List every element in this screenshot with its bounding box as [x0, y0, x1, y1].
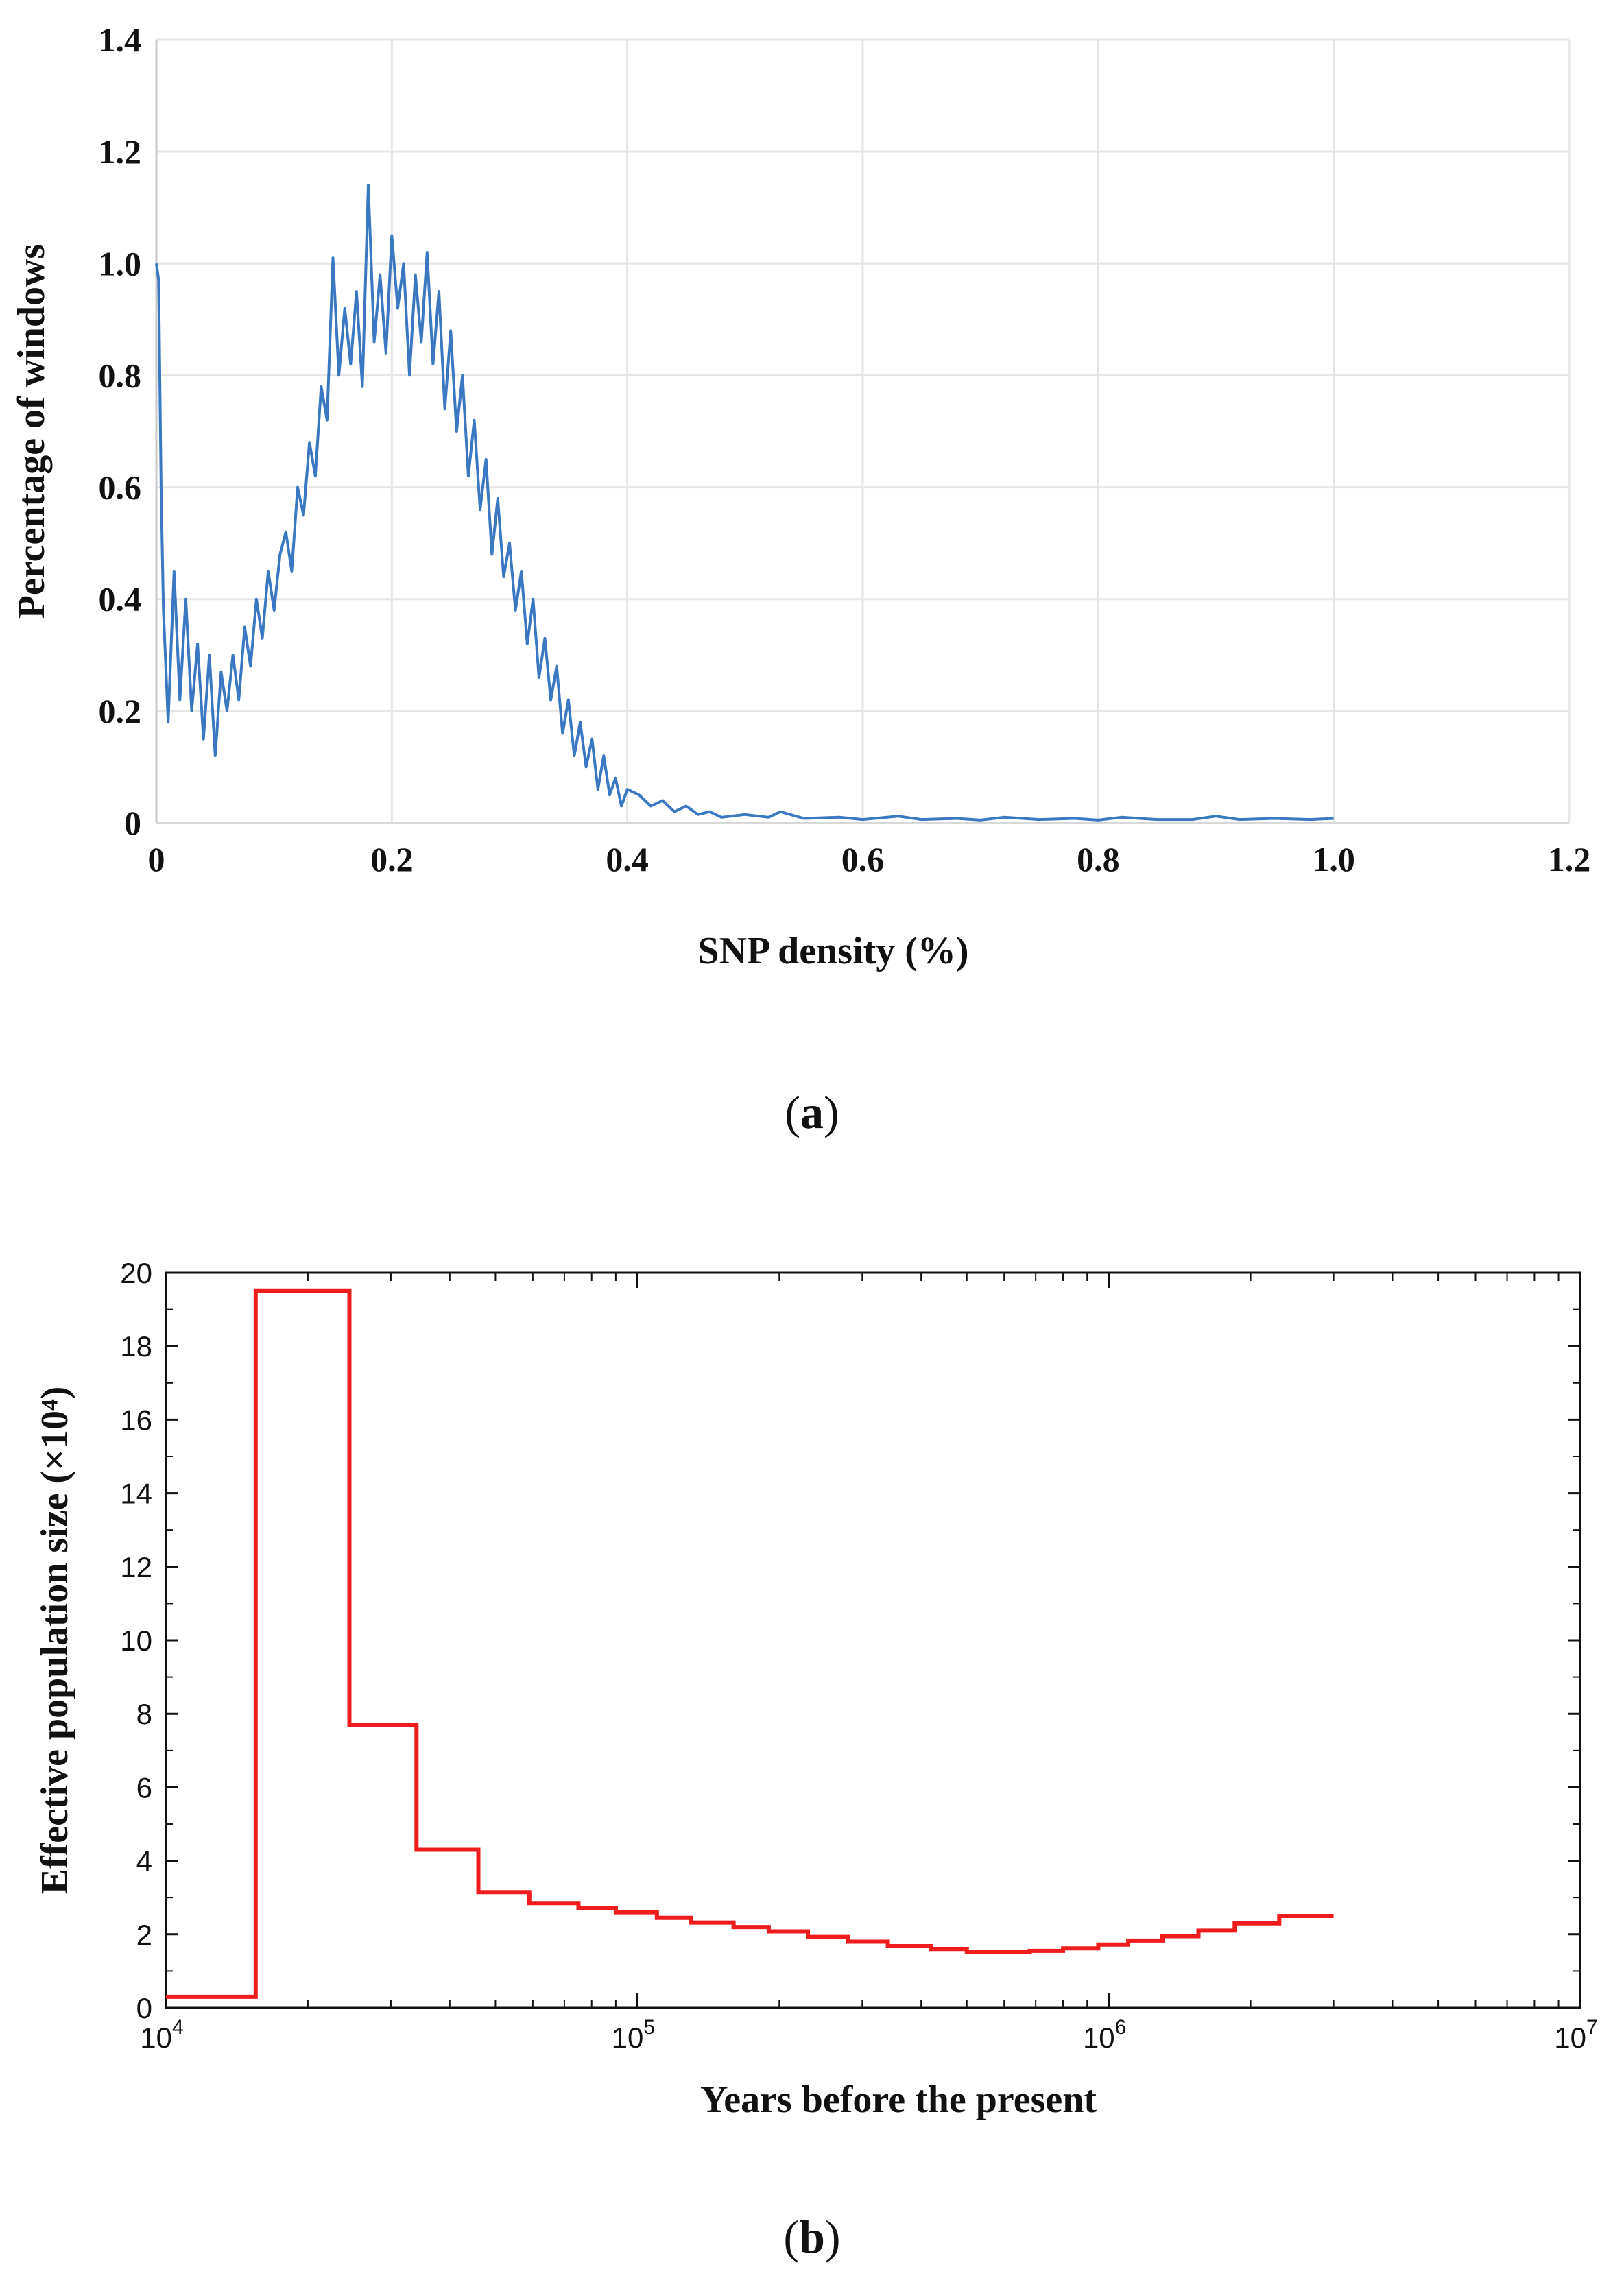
chart-a-y-tick-label: 0 [124, 804, 141, 842]
chart-b-x-tick-label: 107 [1554, 2016, 1597, 2054]
panel-b-caption: (b) [783, 2211, 840, 2263]
chart-b-x-tick-label: 105 [612, 2016, 655, 2054]
chart-b-y-tick-label: 12 [120, 1551, 152, 1583]
chart-a-y-tick-label: 1.0 [99, 244, 142, 283]
chart-b-y-tick-label: 10 [120, 1624, 152, 1657]
chart-a-x-tick-label: 0 [148, 840, 165, 878]
chart-b-y-label: Effective population size (×10⁴) [34, 1387, 76, 1895]
chart-a-y-tick-label: 1.2 [99, 132, 142, 171]
chart-b: 0 2 4 6 8 10 12 14 16 18 20 104 105 106 107 Effective… [34, 1257, 1598, 2263]
chart-a-x-label: SNP density (%) [697, 930, 968, 972]
chart-b-x-ticks: 104 105 106 107 [140, 2016, 1597, 2054]
chart-a-y-tick-label: 0.4 [99, 580, 142, 619]
chart-a-y-tick-label: 1.4 [99, 21, 142, 59]
chart-b-y-tick-label: 8 [136, 1698, 152, 1730]
chart-a-x-tick-label: 1.2 [1548, 840, 1591, 878]
chart-a-y-tick-label: 0.8 [99, 356, 142, 394]
chart-a-x-tick-label: 0.2 [370, 840, 414, 878]
chart-a-grid [156, 38, 1571, 823]
chart-b-y-ticks: 0 2 4 6 8 10 12 14 16 18 20 [120, 1257, 152, 2024]
chart-b-series-line [166, 1288, 1334, 1999]
chart-b-plot-frame [165, 1271, 1581, 2009]
chart-b-y-tick-label: 20 [120, 1257, 152, 1289]
chart-a-y-ticks: 0 0.2 0.4 0.6 0.8 1.0 1.2 1.4 [99, 21, 142, 842]
chart-b-x-tick-label: 106 [1083, 2016, 1126, 2054]
chart-b-y-tick-label: 16 [120, 1404, 152, 1436]
chart-a-x-tick-label: 0.4 [606, 840, 649, 878]
chart-b-tick-marks [165, 1271, 1581, 2009]
chart-a-series-line [155, 184, 1334, 822]
chart-a-x-tick-label: 0.6 [841, 840, 885, 878]
chart-a-y-tick-label: 0.6 [99, 468, 142, 507]
chart-b-y-tick-label: 6 [136, 1771, 152, 1803]
chart-b-y-tick-label: 14 [120, 1478, 152, 1510]
chart-a-y-label: Percentage of windows [10, 244, 53, 619]
chart-b-y-tick-label: 2 [136, 1919, 152, 1951]
chart-b-y-tick-label: 0 [136, 1992, 152, 2024]
chart-a-x-tick-label: 1.0 [1312, 840, 1355, 878]
chart-a-x-tick-label: 0.8 [1077, 840, 1120, 878]
chart-b-y-tick-label: 4 [136, 1845, 152, 1878]
chart-b-x-tick-label: 104 [140, 2016, 183, 2054]
panel-a-caption: (a) [785, 1086, 839, 1138]
chart-a-y-tick-label: 0.2 [99, 692, 142, 730]
chart-a-x-ticks: 0 0.2 0.4 0.6 0.8 1.0 1.2 [148, 840, 1591, 878]
chart-b-y-tick-label: 18 [120, 1330, 152, 1363]
chart-a: 0 0.2 0.4 0.6 0.8 1.0 1.2 1.4 0 0.2 0.4 0.6 0.8 1.0 1… [10, 21, 1590, 1138]
chart-b-x-label: Years before the present [700, 2078, 1097, 2121]
